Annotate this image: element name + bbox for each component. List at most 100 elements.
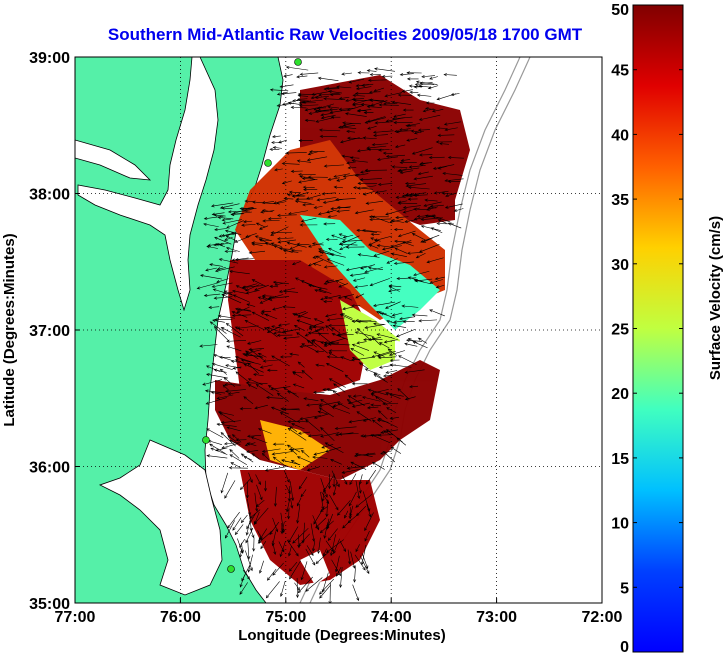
velocity-arrow: [231, 311, 248, 318]
velocity-arrow: [352, 394, 362, 398]
velocity-arrow: [227, 210, 251, 214]
velocity-arrow: [310, 95, 321, 99]
velocity-arrow: [315, 363, 325, 367]
velocity-arrow: [321, 488, 326, 502]
velocity-arrow: [244, 320, 265, 331]
velocity-arrow: [315, 350, 325, 354]
velocity-arrow: [366, 116, 386, 123]
velocity-arrow: [354, 173, 369, 177]
velocity-arrow: [402, 205, 421, 210]
velocity-arrow: [364, 168, 387, 172]
velocity-arrow: [290, 499, 294, 509]
velocity-arrow: [278, 541, 285, 553]
velocity-arrow: [374, 67, 396, 72]
velocity-arrow: [225, 246, 240, 252]
velocity-arrow: [269, 284, 279, 289]
velocity-arrow: [243, 363, 264, 373]
velocity-arrow: [283, 74, 293, 78]
velocity-arrow: [244, 442, 256, 447]
bay-inlet: [75, 139, 152, 181]
velocity-arrow: [342, 306, 354, 311]
velocity-arrow: [290, 169, 303, 173]
velocity-arrow: [367, 125, 377, 130]
velocity-arrow: [328, 352, 338, 358]
velocity-arrow: [320, 341, 330, 345]
velocity-arrow: [216, 278, 229, 284]
y-tick-label: 37:00: [29, 323, 70, 340]
velocity-arrow: [354, 92, 373, 96]
velocity-arrow: [386, 319, 397, 324]
velocity-arrow: [323, 164, 345, 168]
velocity-arrow: [320, 399, 334, 408]
velocity-arrow: [297, 361, 305, 368]
colorbar-tick-label: 45: [611, 63, 629, 80]
velocity-arrow: [337, 402, 350, 410]
velocity-arrow: [387, 348, 397, 356]
velocity-arrow: [289, 481, 295, 502]
velocity-arrow: [380, 429, 399, 434]
velocity-arrow: [413, 85, 423, 89]
velocity-arrow: [358, 362, 369, 370]
velocity-arrow: [296, 97, 308, 101]
velocity-arrow: [220, 420, 241, 424]
velocity-arrow: [364, 512, 374, 532]
colorbar-tick-label: 40: [611, 127, 629, 144]
velocity-arrow: [216, 422, 237, 427]
velocity-arrow: [345, 265, 367, 272]
velocity-arrow: [278, 139, 288, 144]
velocity-arrow: [394, 247, 408, 254]
velocity-arrow: [411, 147, 433, 155]
velocity-arrow: [334, 555, 340, 573]
velocity-arrow: [239, 574, 246, 588]
velocity-arrow: [370, 388, 389, 395]
velocity-arrow: [330, 534, 336, 557]
velocity-arrow: [225, 520, 235, 539]
velocity-arrow: [436, 126, 447, 130]
velocity-arrow: [355, 494, 373, 508]
velocity-arrow: [291, 261, 301, 266]
velocity-arrow: [373, 351, 385, 357]
velocity-arrow: [328, 349, 348, 353]
velocity-arrow: [308, 326, 318, 330]
velocity-arrow: [319, 578, 335, 595]
velocity-arrow: [305, 194, 321, 200]
velocity-arrow: [270, 242, 282, 247]
velocity-arrow: [436, 93, 457, 101]
velocity-arrow: [261, 448, 281, 453]
velocity-arrow: [317, 332, 333, 345]
velocity-arrow: [280, 407, 301, 411]
velocity-arrow: [303, 397, 319, 402]
velocity-arrow: [339, 242, 358, 246]
velocity-arrow: [277, 239, 297, 244]
velocity-arrow: [245, 233, 257, 238]
velocity-arrow: [223, 291, 233, 295]
velocity-arrow: [331, 234, 347, 241]
velocity-arrow: [272, 562, 284, 576]
velocity-arrow: [327, 105, 340, 109]
velocity-arrow: [286, 241, 307, 248]
velocity-arrow: [420, 217, 443, 222]
velocity-arrow: [385, 391, 404, 397]
velocity-arrow: [270, 406, 289, 415]
velocity-arrow: [211, 282, 233, 288]
velocity-arrow: [323, 265, 338, 269]
velocity-arrow: [274, 168, 283, 172]
velocity-arrow: [239, 539, 246, 548]
velocity-arrow: [220, 472, 229, 494]
velocity-arrow: [287, 507, 291, 520]
velocity-arrow: [289, 426, 298, 433]
velocity-arrow: [260, 312, 270, 317]
velocity-arrow: [362, 191, 375, 196]
velocity-arrow: [333, 173, 350, 178]
velocity-arrow: [323, 87, 340, 91]
velocity-arrow: [353, 566, 357, 583]
station-marker: [264, 159, 272, 167]
velocity-arrow: [312, 262, 322, 267]
velocity-arrow: [232, 366, 242, 370]
velocity-arrow: [213, 353, 233, 361]
velocity-arrow: [206, 373, 228, 379]
velocity-arrow: [385, 154, 406, 158]
velocity-arrow: [429, 76, 438, 80]
velocity-arrow: [385, 370, 398, 374]
velocity-arrow: [256, 484, 263, 501]
